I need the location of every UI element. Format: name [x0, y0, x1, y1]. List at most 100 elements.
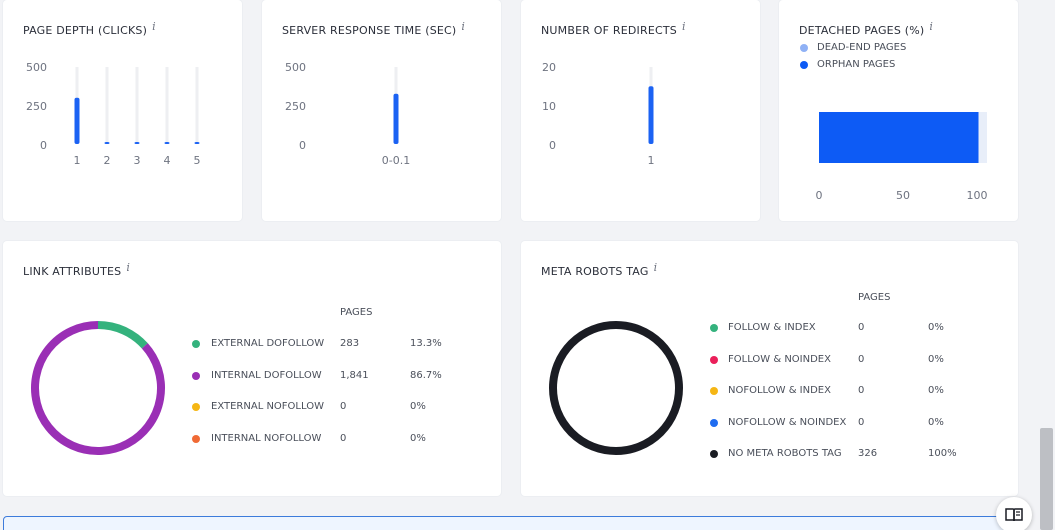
legend-dot [710, 324, 718, 332]
legend-dot [710, 450, 718, 458]
link-attributes-title-text: LINK ATTRIBUTES [23, 265, 122, 278]
legend-label[interactable]: INTERNAL NOFOLLOW [211, 432, 322, 444]
bar[interactable] [74, 97, 80, 144]
legend-percent-value: 0% [928, 353, 944, 365]
legend-dot-dead-end [800, 44, 808, 52]
legend-pages-value: 326 [858, 448, 878, 459]
server-response-card: SERVER RESPONSE TIME (SEC) i 500 250 0 0-… [262, 0, 501, 221]
legend-dead-end-pages[interactable]: DEAD-END PAGES [817, 42, 907, 53]
legend-percent-value: 100% [928, 448, 957, 459]
legend-pages-value: 0 [858, 416, 865, 428]
detached-pages-title: DETACHED PAGES (%) i [799, 20, 933, 37]
legend-dot [192, 371, 200, 380]
x-tick-label: 4 [164, 154, 171, 167]
legend-orphan-pages[interactable]: ORPHAN PAGES [817, 59, 896, 70]
help-button[interactable] [996, 497, 1032, 530]
legend-label[interactable]: INTERNAL DOFOLLOW [211, 369, 322, 381]
donut-segment[interactable] [549, 321, 683, 455]
x-tick-label: 0-0.1 [382, 154, 410, 167]
book-icon [1005, 508, 1023, 522]
x-tick-label: 3 [134, 154, 141, 167]
legend-percent-value: 86.7% [410, 369, 442, 381]
legend-dot [192, 403, 200, 411]
y-tick-label: 10 [542, 100, 556, 113]
meta-robots-donut [549, 321, 683, 455]
x-tick-label: 1 [74, 154, 81, 167]
page-depth-card: PAGE DEPTH (CLICKS) i 500 250 0 1 2 3 4 5 [3, 0, 242, 221]
bar[interactable] [194, 142, 200, 144]
legend-dot [710, 387, 718, 395]
info-icon[interactable]: i [681, 20, 686, 33]
info-icon[interactable]: i [929, 20, 934, 33]
redirects-card: NUMBER OF REDIRECTS i 20 10 0 1 [521, 0, 760, 221]
legend-dot [192, 434, 200, 443]
x-tick-label: 50 [896, 189, 910, 202]
legend-label[interactable]: FOLLOW & NOINDEX [728, 353, 831, 365]
bottom-banner[interactable] [3, 516, 1023, 530]
x-tick-label: 100 [967, 189, 988, 202]
legend-pages-value: 0 [858, 385, 865, 396]
scrollbar-thumb[interactable] [1040, 428, 1053, 530]
server-response-chart: 500 250 0 0-0.1 [285, 61, 410, 167]
link-attributes-title: LINK ATTRIBUTES i [23, 261, 130, 278]
server-response-title: SERVER RESPONSE TIME (SEC) i [282, 20, 465, 37]
scrollbar-track[interactable] [1040, 0, 1055, 530]
y-tick-label: 0 [40, 139, 47, 152]
legend-label[interactable]: EXTERNAL NOFOLLOW [211, 401, 324, 412]
detached-pages-card: DETACHED PAGES (%) i DEAD-END PAGES ORPHA… [779, 0, 1018, 221]
bar-segment[interactable] [819, 112, 979, 163]
page-depth-title-text: PAGE DEPTH (CLICKS) [23, 24, 148, 37]
legend-pages-value: 0 [340, 401, 347, 412]
y-tick-label: 20 [542, 61, 556, 74]
bar[interactable] [104, 142, 110, 144]
page-depth-chart: 500 250 0 1 2 3 4 5 [26, 61, 201, 167]
x-tick-label: 0 [816, 189, 823, 202]
legend-percent-value: 0% [928, 322, 944, 333]
y-tick-label: 0 [549, 139, 556, 152]
pages-column-header: PAGES [340, 307, 373, 318]
y-tick-label: 500 [26, 61, 47, 74]
legend-dot [710, 418, 718, 427]
pages-column-header: PAGES [858, 292, 891, 303]
x-tick-label: 5 [194, 154, 201, 167]
legend-label[interactable]: NOFOLLOW & INDEX [728, 385, 831, 396]
legend-pages-value: 0 [858, 322, 865, 333]
legend-percent-value: 0% [928, 385, 944, 396]
legend-label[interactable]: NOFOLLOW & NOINDEX [728, 416, 847, 428]
meta-robots-title: META ROBOTS TAG i [541, 261, 657, 278]
link-attributes-donut [31, 321, 165, 455]
y-tick-label: 250 [26, 100, 47, 113]
donut-segment[interactable] [97, 321, 148, 349]
legend-percent-value: 0% [928, 416, 944, 428]
bar[interactable] [164, 142, 170, 144]
y-tick-label: 250 [285, 100, 306, 113]
info-icon[interactable]: i [152, 20, 156, 33]
y-tick-label: 500 [285, 61, 306, 74]
bar[interactable] [393, 93, 399, 144]
legend-pages-value: 0 [340, 432, 347, 444]
server-response-title-text: SERVER RESPONSE TIME (SEC) [282, 24, 457, 37]
bar[interactable] [134, 142, 140, 144]
info-icon[interactable]: i [653, 261, 658, 274]
donut-segment[interactable] [31, 321, 165, 455]
bar-segment[interactable] [978, 112, 987, 163]
legend-dot [710, 355, 718, 364]
x-tick-label: 2 [104, 154, 111, 167]
redirects-title: NUMBER OF REDIRECTS i [541, 20, 686, 37]
legend-percent-value: 0% [410, 401, 426, 412]
bar[interactable] [648, 86, 654, 144]
legend-pages-value: 0 [858, 353, 865, 365]
meta-robots-card: META ROBOTS TAG i PAGES FOLLOW & INDEX 0 0%… [521, 241, 1018, 496]
legend-pages-value: 283 [340, 338, 360, 349]
detached-pages-chart: 0 50 100 [816, 112, 988, 202]
legend-label[interactable]: EXTERNAL DOFOLLOW [211, 338, 325, 349]
legend-pages-value: 1,841 [340, 369, 369, 381]
legend-label[interactable]: NO META ROBOTS TAG [728, 448, 842, 459]
legend-percent-value: 13.3% [410, 338, 442, 349]
redirects-title-text: NUMBER OF REDIRECTS [541, 24, 677, 37]
legend-label[interactable]: FOLLOW & INDEX [728, 322, 816, 333]
legend-percent-value: 0% [410, 432, 426, 444]
info-icon[interactable]: i [461, 20, 466, 33]
page-depth-title: PAGE DEPTH (CLICKS) i [23, 20, 156, 37]
info-icon[interactable]: i [126, 261, 131, 274]
